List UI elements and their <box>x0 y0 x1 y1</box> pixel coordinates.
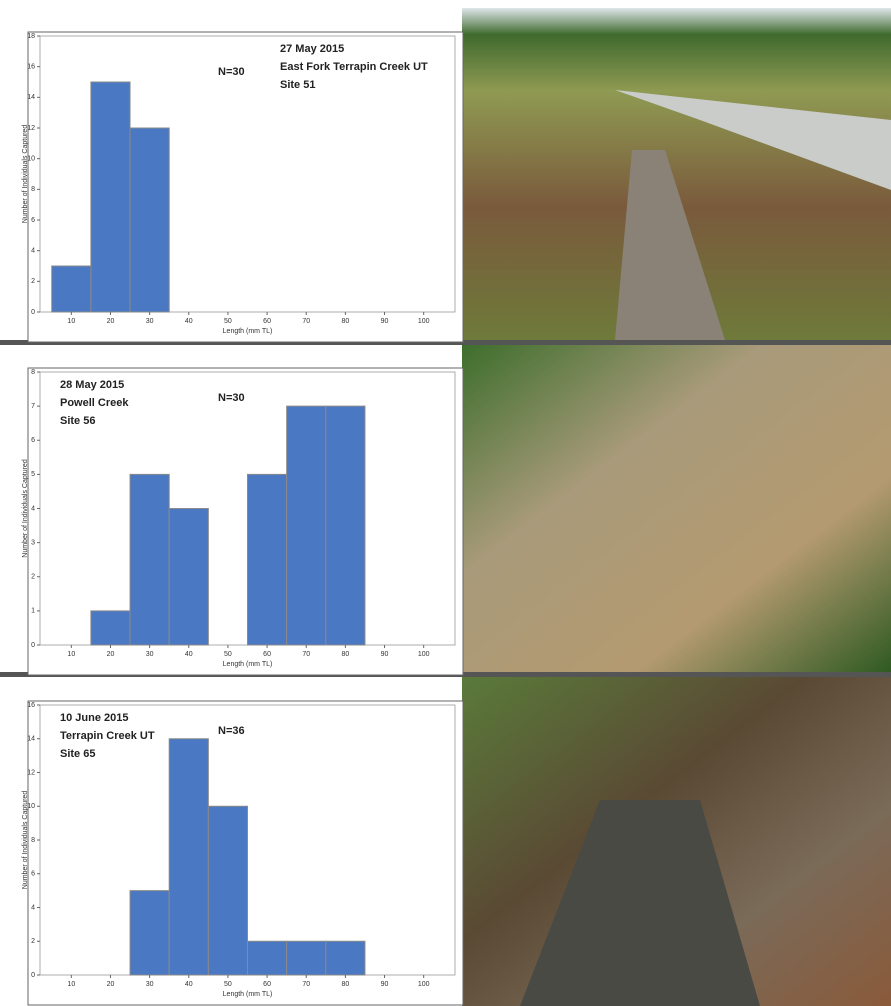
y-tick-label: 8 <box>31 837 35 844</box>
bar <box>287 941 326 975</box>
y-tick-label: 2 <box>31 938 35 945</box>
x-tick-label: 60 <box>263 318 271 325</box>
bar <box>169 509 208 646</box>
y-tick-label: 6 <box>31 437 35 444</box>
y-tick-label: 4 <box>31 904 35 911</box>
annotation: Site 51 <box>280 79 315 91</box>
x-tick-label: 90 <box>381 651 389 658</box>
site-photo <box>462 345 891 672</box>
annotation: Terrapin Creek UT <box>60 730 155 742</box>
bar <box>208 806 247 975</box>
x-tick-label: 10 <box>67 318 75 325</box>
bar <box>52 266 91 312</box>
y-tick-label: 0 <box>31 309 35 316</box>
x-tick-label: 80 <box>341 981 349 988</box>
x-tick-label: 60 <box>263 651 271 658</box>
annotation: 28 May 2015 <box>60 379 124 391</box>
y-tick-label: 18 <box>27 33 35 40</box>
annotation: East Fork Terrapin Creek UT <box>280 61 428 73</box>
annotation: N=30 <box>218 66 245 78</box>
x-tick-label: 10 <box>67 651 75 658</box>
y-axis-label: Number of Individuals Captured <box>22 459 29 558</box>
y-tick-label: 16 <box>27 702 35 709</box>
bar <box>91 611 130 645</box>
x-tick-label: 70 <box>302 981 310 988</box>
bar <box>287 406 326 645</box>
x-tick-label: 60 <box>263 981 271 988</box>
x-tick-label: 30 <box>146 651 154 658</box>
x-axis-label: Length (mm TL) <box>223 991 273 998</box>
x-tick-label: 90 <box>381 981 389 988</box>
figure: 024681012141618102030405060708090100Leng… <box>0 0 891 1006</box>
y-tick-label: 7 <box>31 403 35 410</box>
bar <box>248 941 287 975</box>
x-tick-label: 40 <box>185 981 193 988</box>
annotation: Site 56 <box>60 415 95 427</box>
y-tick-label: 6 <box>31 217 35 224</box>
x-tick-label: 30 <box>146 981 154 988</box>
y-tick-label: 8 <box>31 369 35 376</box>
annotation: Powell Creek <box>60 397 129 409</box>
y-tick-label: 4 <box>31 505 35 512</box>
y-axis-label: Number of Individuals Captured <box>22 125 29 224</box>
y-tick-label: 2 <box>31 278 35 285</box>
x-tick-label: 10 <box>67 981 75 988</box>
x-tick-label: 20 <box>107 981 115 988</box>
x-tick-label: 50 <box>224 318 232 325</box>
x-tick-label: 80 <box>341 651 349 658</box>
x-axis-label: Length (mm TL) <box>223 328 273 335</box>
bar <box>169 739 208 975</box>
annotation: 27 May 2015 <box>280 43 344 55</box>
x-tick-label: 90 <box>381 318 389 325</box>
y-tick-label: 0 <box>31 972 35 979</box>
y-tick-label: 0 <box>31 642 35 649</box>
x-tick-label: 40 <box>185 651 193 658</box>
y-tick-label: 12 <box>27 769 35 776</box>
x-tick-label: 80 <box>341 318 349 325</box>
x-tick-label: 20 <box>107 318 115 325</box>
x-tick-label: 40 <box>185 318 193 325</box>
annotation: Site 65 <box>60 748 95 760</box>
y-tick-label: 14 <box>27 736 35 743</box>
y-tick-label: 6 <box>31 871 35 878</box>
bar <box>91 82 130 312</box>
y-tick-label: 5 <box>31 471 35 478</box>
x-tick-label: 20 <box>107 651 115 658</box>
bar <box>326 406 365 645</box>
x-tick-label: 100 <box>418 318 430 325</box>
x-axis-label: Length (mm TL) <box>223 661 273 668</box>
bar <box>130 474 169 645</box>
y-tick-label: 16 <box>27 64 35 71</box>
annotation: N=30 <box>218 392 245 404</box>
x-tick-label: 30 <box>146 318 154 325</box>
x-tick-label: 70 <box>302 318 310 325</box>
y-axis-label: Number of Individuals Captured <box>22 791 29 890</box>
bar <box>130 891 169 975</box>
y-tick-label: 1 <box>31 608 35 615</box>
y-tick-label: 4 <box>31 248 35 255</box>
x-tick-label: 100 <box>418 981 430 988</box>
x-tick-label: 50 <box>224 981 232 988</box>
bar <box>326 941 365 975</box>
bar <box>130 128 169 312</box>
y-tick-label: 8 <box>31 186 35 193</box>
annotation: 10 June 2015 <box>60 712 129 724</box>
y-tick-label: 2 <box>31 574 35 581</box>
y-tick-label: 3 <box>31 539 35 546</box>
annotation: N=36 <box>218 725 245 737</box>
x-tick-label: 100 <box>418 651 430 658</box>
x-tick-label: 50 <box>224 651 232 658</box>
x-tick-label: 70 <box>302 651 310 658</box>
bar <box>248 474 287 645</box>
y-tick-label: 14 <box>27 94 35 101</box>
